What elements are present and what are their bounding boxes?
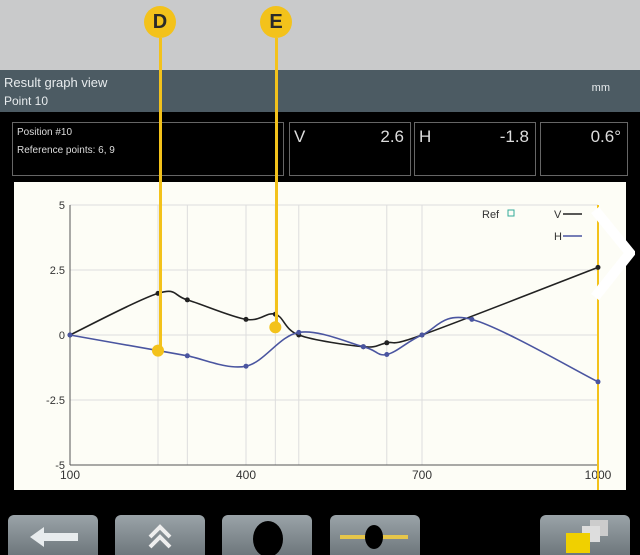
h-label: H <box>419 127 432 146</box>
result-chart: 52.50-2.5-51004007001000RefVH <box>14 182 626 490</box>
y-tick-label: 0 <box>59 330 65 342</box>
legend-ref: Ref <box>482 209 500 221</box>
marker-D <box>152 344 164 357</box>
angle-value: 0.6° <box>590 127 621 146</box>
h-value: -1.8 <box>499 127 529 146</box>
x-tick-label: 400 <box>236 468 256 482</box>
double-chevron-up-icon <box>148 524 172 549</box>
v-label: V <box>294 127 306 146</box>
data-point-H <box>243 363 249 369</box>
unit-label: mm <box>591 82 610 94</box>
folders-icon <box>566 520 608 553</box>
y-tick-label: 5 <box>59 200 65 212</box>
data-point-H <box>469 316 475 322</box>
back-button[interactable] <box>8 515 98 555</box>
data-point-H <box>360 344 366 350</box>
data-point-H <box>296 329 302 335</box>
reference-label: Reference points: 6, 9 <box>17 145 115 156</box>
chart-svg: 52.50-2.5-51004007001000RefVH <box>46 200 612 490</box>
series-line-H <box>69 316 599 383</box>
files-button[interactable] <box>540 515 630 555</box>
legend-ref-swatch <box>507 209 515 217</box>
top-bar <box>0 0 640 70</box>
data-point-V <box>184 297 190 303</box>
circle-icon <box>253 521 283 555</box>
v-value: 2.6 <box>380 127 404 146</box>
next-chevron-icon[interactable] <box>585 205 635 305</box>
h-readout: H -1.8 <box>414 122 536 176</box>
callout-d-line <box>159 38 162 350</box>
page-title: Result graph view <box>4 75 108 90</box>
x-tick-label: 100 <box>60 468 80 482</box>
header: Result graph view Point 10 mm <box>0 70 640 112</box>
y-tick-label: 2.5 <box>50 265 65 277</box>
level-icon <box>340 525 408 549</box>
y-tick-label: -2.5 <box>46 395 65 407</box>
callout-e: E <box>260 6 292 38</box>
page-subtitle: Point 10 <box>4 94 49 108</box>
data-point-V <box>243 316 249 322</box>
callout-d: D <box>144 6 176 38</box>
level-button[interactable] <box>330 515 420 555</box>
back-arrow-icon <box>30 527 78 547</box>
data-point-H <box>384 352 390 357</box>
info-box: Position #10 Reference points: 6, 9 <box>12 122 284 176</box>
x-tick-label: 700 <box>412 468 432 482</box>
expand-up-button[interactable] <box>115 515 205 555</box>
measure-button[interactable] <box>222 515 312 555</box>
data-point-H <box>67 332 73 338</box>
y-tick-label: -5 <box>55 460 65 472</box>
data-point-H <box>184 353 190 359</box>
legend-v: V <box>554 209 562 221</box>
angle-readout: 0.6° <box>540 122 628 176</box>
data-point-H <box>595 379 601 385</box>
legend-h: H <box>554 231 562 243</box>
position-label: Position #10 <box>17 127 73 138</box>
data-point-V <box>595 264 601 270</box>
data-point-H <box>419 332 425 338</box>
data-point-V <box>384 340 390 346</box>
callout-e-line <box>275 38 278 328</box>
v-readout: V 2.6 <box>289 122 411 176</box>
